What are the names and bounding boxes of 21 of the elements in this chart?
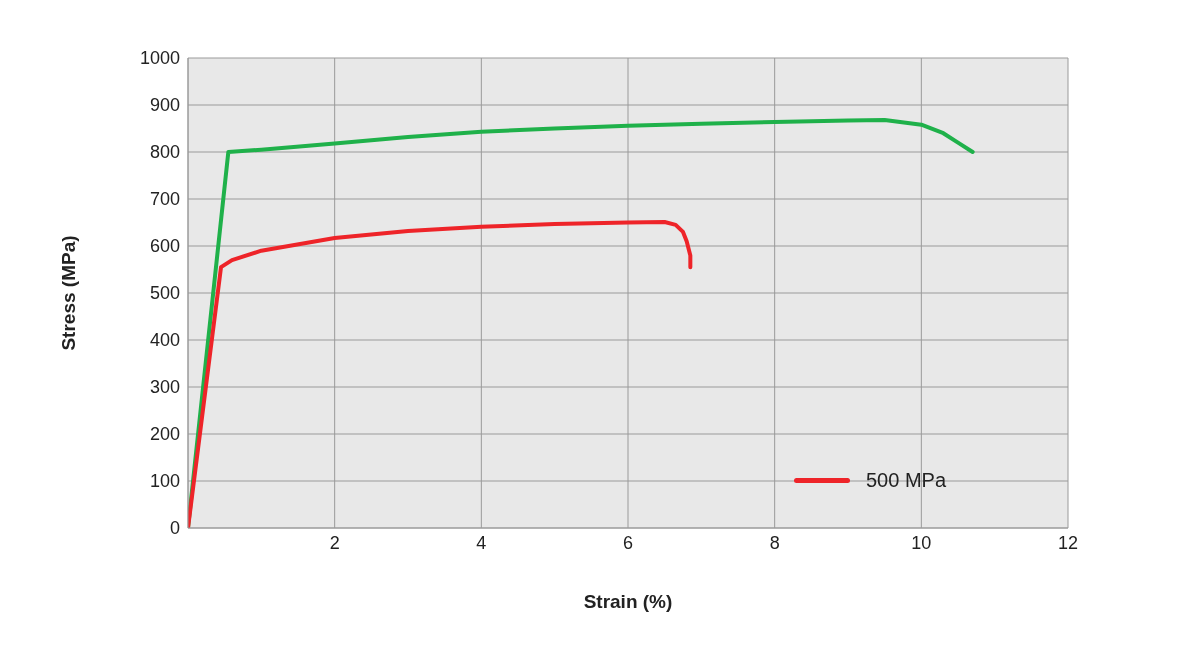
x-tick-label: 2: [329, 532, 340, 553]
y-tick-label: 400: [149, 330, 180, 351]
y-tick-label: 900: [149, 95, 180, 116]
y-tick-label: 100: [149, 471, 180, 492]
legend-label: 500 MPa: [866, 469, 947, 492]
line-series: [188, 220, 693, 528]
y-tick-label: 0: [169, 518, 180, 539]
x-tick-label: 6: [622, 532, 634, 553]
y-tick-label: 600: [149, 236, 180, 257]
x-tick-label: 10: [911, 532, 932, 553]
y-tick-label: 700: [149, 189, 180, 210]
y-tick-label: 1000: [139, 48, 180, 69]
y-tick-label: 300: [149, 377, 180, 398]
y-axis-title: Stress (MPa): [57, 235, 79, 351]
x-tick-label: 8: [769, 532, 780, 553]
y-tick-label: 500: [149, 283, 180, 304]
x-tick-label: 4: [476, 532, 487, 553]
y-tick-label: 800: [149, 142, 180, 163]
y-tick-label: 200: [149, 424, 180, 445]
x-tick-label: 12: [1057, 532, 1079, 553]
x-axis-title: Strain (%): [583, 591, 673, 612]
